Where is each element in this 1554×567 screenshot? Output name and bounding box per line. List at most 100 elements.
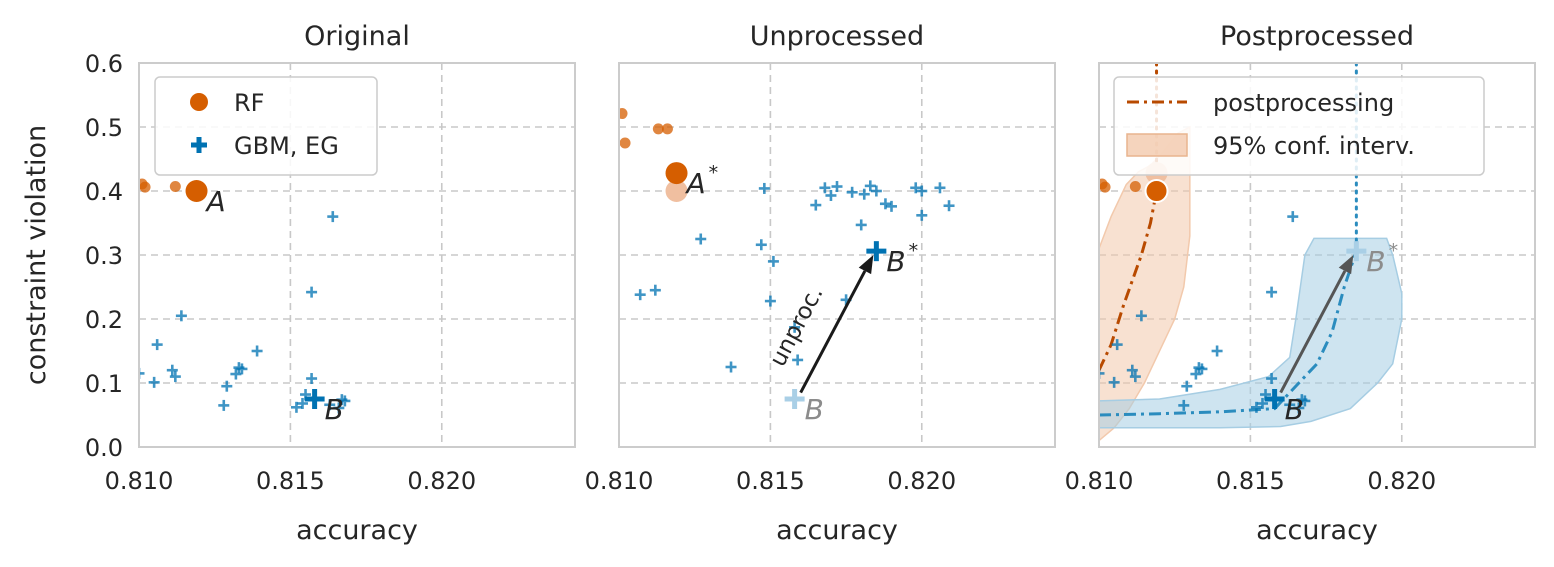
panel-postprocessed: B B * 0.810 0.815 0.820 accuracy Postprocessed p…: [1065, 21, 1536, 546]
panel-title: Original: [304, 21, 410, 52]
x-tick-label: 0.810: [1065, 467, 1134, 495]
x-tick-label: 0.815: [256, 467, 325, 495]
gbm-point: [910, 182, 922, 194]
panel-title: Postprocessed: [1220, 21, 1414, 52]
gbm-point: [634, 289, 646, 301]
gbm-point: [1293, 402, 1305, 414]
legend-gbm-label: GBM, EG: [234, 132, 339, 160]
gbm-point: [139, 367, 145, 379]
gbm-point: [767, 255, 779, 267]
gbm-point: [336, 394, 348, 406]
x-tick-label: 0.820: [407, 467, 476, 495]
ghost-circle: [665, 180, 688, 202]
rf-point: [619, 137, 631, 149]
gbm-point: [858, 188, 870, 200]
x-axis-label: accuracy: [776, 515, 898, 546]
gbm-point: [166, 364, 178, 376]
panel-original: A B 0.810 0.815 0.820 0.0 0.1 0.2 0.3 0.4 0.5 0.6 ac…: [21, 21, 576, 546]
ci-band: [1099, 237, 1403, 429]
gbm-point: [1296, 394, 1308, 406]
panel-unprocessed: unproc.A *B *B0.810 0.815 0.820accuracyUnpro…: [585, 21, 1056, 546]
legend: postprocessing 95% conf. interv.: [1113, 76, 1485, 176]
rf-point: [619, 108, 628, 120]
gbm-point: [1181, 380, 1193, 392]
gbm-point: [846, 186, 858, 198]
legend-ci-marker: [1126, 133, 1188, 157]
y-tick-label: 0.4: [85, 178, 123, 206]
gbm-point: [886, 200, 897, 212]
gbm-point: [1211, 345, 1223, 357]
legend-box: [1113, 76, 1485, 176]
gbm-point: [725, 361, 737, 373]
highlight-plus: [1264, 389, 1285, 409]
gbm-point: [1266, 286, 1278, 298]
x-tick-label: 0.820: [887, 467, 956, 495]
gbm-point: [864, 180, 876, 192]
gbm-point: [649, 284, 661, 296]
gbm-point: [831, 181, 843, 193]
gbm-point: [1257, 397, 1268, 409]
ghost-plus: [1346, 241, 1367, 262]
legend-rf-label: RF: [234, 89, 264, 117]
x-axis-label: accuracy: [296, 515, 418, 546]
gbm-point: [825, 189, 837, 201]
gbm-point: [175, 310, 187, 322]
legend-curve-label: postprocessing: [1213, 89, 1394, 117]
x-tick-label: 0.820: [1367, 467, 1436, 495]
gbm-point: [1111, 339, 1123, 351]
y-tick-label: 0.6: [85, 50, 123, 78]
gbm-point: [819, 182, 831, 194]
arrow-head: [858, 255, 874, 275]
axes-frame: [618, 62, 1056, 448]
highlight-plus: [866, 241, 887, 262]
plot-area: [139, 178, 351, 414]
gbm-point: [855, 219, 867, 231]
legend-ci-label: 95% conf. interv.: [1213, 132, 1415, 160]
gbm-point: [327, 211, 339, 223]
gbm-point: [251, 345, 263, 357]
gbm-point: [934, 182, 946, 194]
gbm-point: [290, 401, 302, 413]
gbm-point: [236, 363, 248, 375]
y-tick-label: 0.5: [85, 114, 123, 142]
point-label-b: B *: [886, 240, 918, 278]
point-label-a: A: [205, 185, 226, 218]
arrow-head: [1338, 255, 1354, 275]
gbm-point: [755, 239, 767, 251]
y-tick-label: 0.3: [85, 242, 123, 270]
y-axis-label: constraint violation: [21, 125, 52, 385]
x-axis-label: accuracy: [1256, 515, 1378, 546]
highlight-circle: [665, 162, 688, 185]
highlight-circle: [1144, 179, 1169, 203]
x-tick-label: 0.815: [736, 467, 805, 495]
gbm-point: [916, 185, 928, 197]
gbm-point: [297, 397, 308, 409]
y-tick-label: 0.0: [85, 434, 123, 462]
gbm-point: [764, 295, 776, 307]
rf-point: [661, 123, 673, 135]
gbm-point: [916, 209, 928, 221]
gbm-point: [758, 182, 770, 194]
y-tick-label: 0.2: [85, 306, 123, 334]
gbm-point: [151, 339, 163, 351]
gbm-point: [1129, 371, 1141, 383]
highlight-circle: [185, 180, 208, 202]
rf-point: [1099, 181, 1111, 193]
x-tick-label: 0.810: [105, 467, 174, 495]
gbm-point: [324, 399, 336, 411]
postprocessing-curve: [1099, 190, 1159, 371]
x-tick-label: 0.810: [585, 467, 654, 495]
rf-point: [169, 181, 181, 193]
point-label-b: B: [805, 393, 824, 426]
gbm-point: [1284, 399, 1296, 411]
gbm-point: [230, 368, 242, 380]
axes-frame: [138, 62, 576, 448]
y-tick-label: 0.1: [85, 370, 123, 398]
gbm-point: [1266, 373, 1278, 385]
panel-title: Unprocessed: [750, 21, 924, 52]
point-label-b: B *: [1366, 240, 1398, 278]
gbm-point: [1178, 399, 1190, 411]
legend-box: [154, 76, 378, 176]
rf-point: [652, 123, 664, 135]
